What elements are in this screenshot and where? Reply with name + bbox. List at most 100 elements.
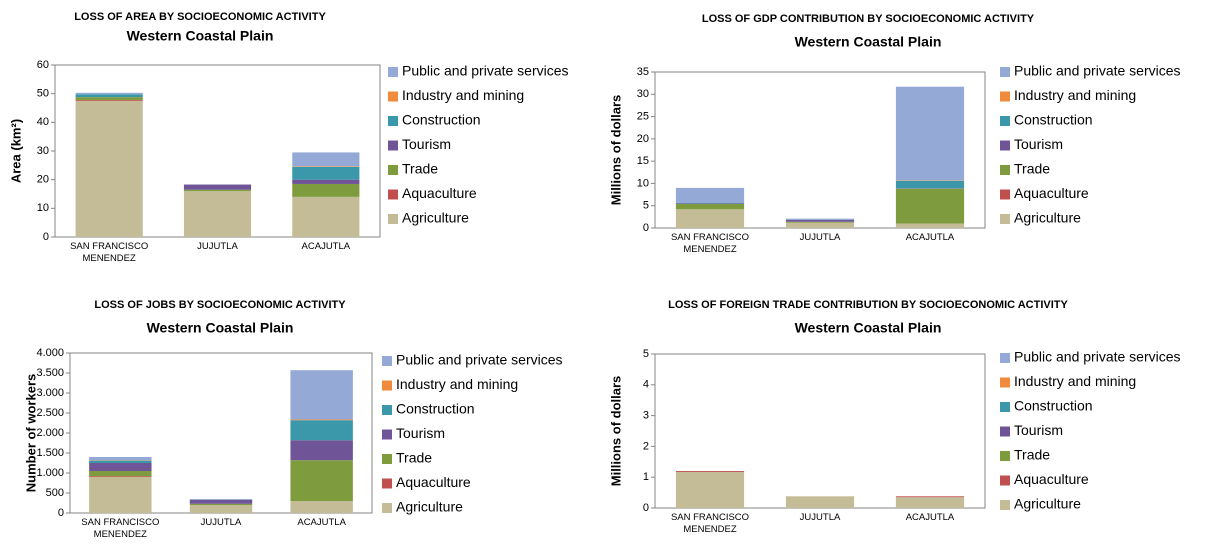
bar-segment bbox=[895, 497, 965, 508]
bar-segment bbox=[785, 222, 855, 228]
y-tick-label: 4 bbox=[643, 379, 649, 391]
legend-label: Trade bbox=[1014, 447, 1050, 463]
y-tick-label: 2.000 bbox=[36, 427, 64, 439]
legend-label: Tourism bbox=[402, 136, 451, 152]
legend-swatch bbox=[382, 429, 392, 440]
bar-segment bbox=[895, 496, 965, 498]
y-tick-label: 20 bbox=[637, 133, 649, 145]
y-tick-label: 1.000 bbox=[36, 467, 64, 479]
legend-label: Agriculture bbox=[1014, 496, 1081, 512]
bar-segment bbox=[75, 92, 143, 95]
legend-label: Construction bbox=[396, 401, 475, 417]
y-axis-label: Area (km²) bbox=[8, 119, 23, 183]
y-tick-label: 0 bbox=[58, 507, 64, 519]
bar-segment bbox=[292, 152, 360, 167]
bar-segment bbox=[292, 196, 360, 237]
legend-label: Aquaculture bbox=[402, 185, 477, 201]
legend-swatch bbox=[1000, 67, 1010, 77]
legend-swatch bbox=[382, 405, 392, 415]
x-tick-label-box: SAN FRANCISCO MENENDEZ bbox=[671, 232, 749, 255]
bar-segment bbox=[183, 191, 252, 237]
x-tick-label-box: ACAJUTLA bbox=[905, 232, 955, 243]
bar-segment bbox=[89, 477, 152, 513]
legend-swatch bbox=[382, 380, 392, 391]
y-tick-label: 3.000 bbox=[36, 387, 64, 399]
y-tick-label: 2.500 bbox=[36, 407, 64, 419]
bar-segment bbox=[189, 499, 253, 500]
y-tick-label: 4.000 bbox=[36, 347, 64, 359]
bar-segment bbox=[290, 460, 353, 501]
legend-swatch bbox=[1000, 353, 1010, 363]
legend-swatch bbox=[1000, 189, 1010, 200]
x-tick-label-box: JUJUTLA bbox=[799, 512, 841, 523]
legend-swatch bbox=[388, 67, 398, 77]
legend-swatch bbox=[382, 454, 392, 464]
x-tick-label: ACAJUTLA bbox=[905, 512, 955, 523]
y-tick-label: 40 bbox=[37, 116, 49, 128]
bar-segment bbox=[189, 499, 253, 504]
y-tick-label: 35 bbox=[637, 66, 649, 78]
y-axis-label: Number of workers bbox=[23, 374, 38, 492]
legend-swatch bbox=[1000, 451, 1010, 461]
x-tick-label: SAN FRANCISCO MENENDEZ bbox=[670, 512, 750, 535]
x-tick-label: JUJUTLA bbox=[799, 512, 841, 523]
bar-segment bbox=[675, 471, 745, 508]
legend-swatch bbox=[1000, 475, 1010, 486]
legend-label: Construction bbox=[1014, 398, 1093, 414]
bar-segment bbox=[292, 166, 360, 167]
bar-segment bbox=[89, 457, 152, 461]
y-tick-label: 10 bbox=[37, 202, 49, 214]
x-tick-label: ACAJUTLA bbox=[905, 232, 955, 243]
x-tick-label-box: SAN FRANCISCO MENENDEZ bbox=[70, 241, 149, 264]
bar-segment bbox=[290, 419, 353, 421]
x-tick-label: JUJUTLA bbox=[799, 232, 841, 243]
y-tick-label: 1 bbox=[643, 471, 649, 483]
legend-swatch bbox=[1000, 426, 1010, 437]
chart-title: LOSS OF FOREIGN TRADE CONTRIBUTION BY SO… bbox=[668, 299, 1068, 311]
bar-segment bbox=[75, 100, 143, 237]
x-tick-label: ACAJUTLA bbox=[301, 241, 351, 252]
chart-subtitle: Western Coastal Plain bbox=[147, 320, 294, 336]
bar-segment bbox=[290, 420, 353, 441]
bar-segment bbox=[75, 99, 143, 101]
x-tick-label-box: SAN FRANCISCO MENENDEZ bbox=[81, 517, 160, 540]
legend-swatch bbox=[382, 356, 392, 366]
legend-label: Agriculture bbox=[402, 210, 469, 226]
legend-label: Industry and mining bbox=[396, 376, 518, 392]
y-tick-label: 0 bbox=[643, 222, 649, 234]
bar-segment bbox=[183, 189, 252, 192]
bar-segment bbox=[675, 471, 745, 472]
x-tick-label: ACAJUTLA bbox=[297, 517, 346, 528]
x-tick-label: SAN FRANCISCO MENENDEZ bbox=[70, 241, 149, 264]
legend-swatch bbox=[388, 165, 398, 175]
bar-segment bbox=[290, 501, 353, 513]
legend-swatch bbox=[1000, 402, 1010, 412]
bar-segment bbox=[189, 505, 253, 513]
y-tick-label: 5 bbox=[643, 348, 649, 360]
y-tick-label: 500 bbox=[46, 487, 64, 499]
bar-segment bbox=[89, 476, 152, 477]
legend-label: Agriculture bbox=[1014, 210, 1081, 226]
bar-segment bbox=[785, 219, 855, 222]
legend-label: Industry and mining bbox=[402, 87, 524, 103]
y-tick-label: 1.500 bbox=[36, 447, 64, 459]
legend-label: Industry and mining bbox=[1014, 373, 1136, 389]
x-tick-label: SAN FRANCISCO MENENDEZ bbox=[81, 517, 160, 540]
x-tick-label-box: JUJUTLA bbox=[197, 241, 238, 252]
bar-segment bbox=[785, 496, 855, 508]
chart-title: LOSS OF JOBS BY SOCIOECONOMIC ACTIVITY bbox=[94, 299, 346, 311]
legend-swatch bbox=[1000, 214, 1010, 224]
legend-label: Trade bbox=[396, 450, 432, 466]
legend-swatch bbox=[1000, 91, 1010, 102]
legend-swatch bbox=[388, 214, 398, 224]
y-tick-label: 20 bbox=[37, 174, 49, 186]
bar-segment bbox=[895, 223, 965, 228]
legend-swatch bbox=[1000, 116, 1010, 126]
y-tick-label: 3.500 bbox=[36, 367, 64, 379]
y-tick-label: 30 bbox=[37, 145, 49, 157]
x-tick-label-box: JUJUTLA bbox=[201, 517, 242, 528]
bar-segment bbox=[89, 463, 152, 471]
x-tick-label-box: SAN FRANCISCO MENENDEZ bbox=[670, 512, 750, 535]
y-tick-label: 25 bbox=[637, 110, 649, 122]
